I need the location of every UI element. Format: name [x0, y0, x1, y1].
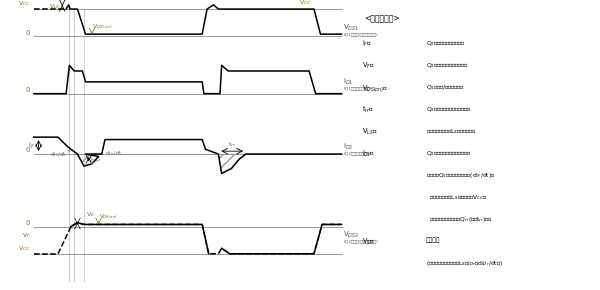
Text: 0: 0 — [26, 147, 31, 153]
Text: 0: 0 — [26, 30, 31, 36]
Text: 由电路的寄生电感L$_S$产生的电压降: 由电路的寄生电感L$_S$产生的电压降 — [425, 127, 476, 136]
Text: Q$_2$内部二极管的反向恢复时间: Q$_2$内部二极管的反向恢复时间 — [425, 105, 472, 114]
Text: (Q1的漏极电流波形): (Q1的漏极电流波形) — [343, 86, 371, 90]
Text: i$_F$：: i$_F$： — [362, 39, 373, 49]
Text: 电路的寄生电感L$_S$、电源电压V$_{CC}$及: 电路的寄生电感L$_S$、电源电压V$_{CC}$及 — [425, 193, 487, 202]
Text: 峰值电压: 峰值电压 — [425, 237, 440, 243]
Text: V$_{CC}$: V$_{CC}$ — [18, 0, 31, 8]
Text: V$_{CC}$: V$_{CC}$ — [18, 244, 31, 253]
Text: 0: 0 — [26, 87, 31, 93]
Text: V$_{DS(on)}$：: V$_{DS(on)}$： — [362, 83, 389, 94]
Text: V$_F$：: V$_F$： — [362, 61, 376, 71]
Text: di$_{rr}$/dt: di$_{rr}$/dt — [91, 149, 123, 164]
Text: V$_{CC}$: V$_{CC}$ — [299, 0, 312, 7]
Text: i$_F$: i$_F$ — [28, 140, 35, 151]
Text: (依赖于电路的寄生电感L$_S$、i$_{Dr}$、di$_{Dr}$/dt。): (依赖于电路的寄生电感L$_S$、i$_{Dr}$、di$_{Dr}$/dt。) — [425, 259, 503, 268]
Text: 0: 0 — [26, 220, 31, 226]
Text: 内部二极管的积累电荷Q$_{rr}$(或者t$_{rr}$)。」: 内部二极管的积累电荷Q$_{rr}$(或者t$_{rr}$)。」 — [425, 215, 492, 224]
Text: i$_{D2}$: i$_{D2}$ — [343, 142, 353, 152]
Text: V$_{LS}$: V$_{LS}$ — [49, 3, 60, 11]
Text: V$_S$：: V$_S$： — [362, 237, 376, 247]
Text: V$_{LS}$：: V$_{LS}$： — [362, 127, 378, 137]
Text: i$_{rr}$: i$_{rr}$ — [91, 155, 98, 164]
Text: (Q2的漏极/源极电压波形): (Q2的漏极/源极电压波形) — [343, 239, 378, 243]
Text: V$_{DS2}$: V$_{DS2}$ — [343, 230, 359, 240]
Text: t$_{rr}$：: t$_{rr}$： — [362, 105, 374, 115]
Text: di$_F$/dt: di$_F$/dt — [50, 151, 70, 160]
Text: (Q2的漏极电流波形): (Q2的漏极电流波形) — [343, 151, 371, 155]
Text: V$_{DS1}$: V$_{DS1}$ — [343, 23, 359, 33]
Text: Q$_1$的漏极/源极饱和电压: Q$_1$的漏极/源极饱和电压 — [425, 83, 464, 92]
Text: Q$_2$内部二极管的正向电压降: Q$_2$内部二极管的正向电压降 — [425, 61, 469, 70]
Text: Q$_2$内部二极管的反向恢复电流: Q$_2$内部二极管的反向恢复电流 — [425, 149, 472, 158]
Text: t$_{rr}$: t$_{rr}$ — [228, 140, 236, 149]
Text: V$_S$: V$_S$ — [86, 210, 95, 219]
Text: V$_{DS(on)}$: V$_{DS(on)}$ — [98, 213, 117, 221]
Text: (Q1的漏极/源极电压波形): (Q1的漏极/源极电压波形) — [343, 32, 378, 36]
Text: <符号的说明>: <符号的说明> — [365, 14, 400, 23]
Text: V$_F$: V$_F$ — [22, 231, 31, 240]
Text: 「依赖于Q$_1$的驱动信号源阻抗(di$_F$/dt)、: 「依赖于Q$_1$的驱动信号源阻抗(di$_F$/dt)、 — [425, 171, 495, 180]
Text: V$_{DS(on)}$: V$_{DS(on)}$ — [92, 23, 113, 31]
Text: Q$_2$内部二极管的正向电流: Q$_2$内部二极管的正向电流 — [425, 39, 466, 48]
Text: i$_{Dr}$：: i$_{Dr}$： — [362, 149, 376, 160]
Text: i$_{D1}$: i$_{D1}$ — [343, 77, 353, 87]
